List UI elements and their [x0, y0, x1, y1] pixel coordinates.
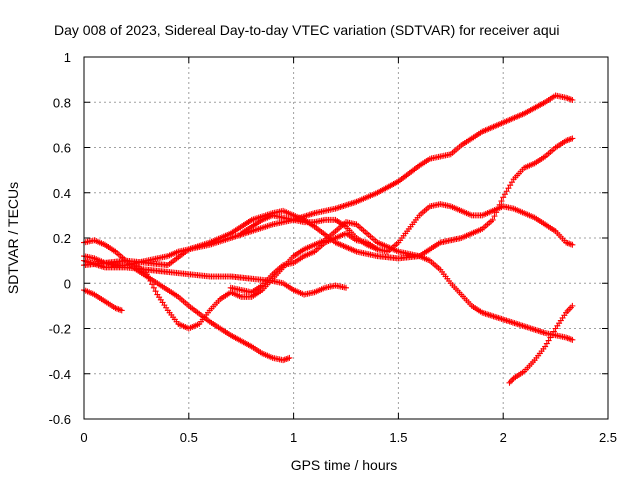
series-sat-g — [227, 201, 576, 296]
data-point — [491, 213, 498, 220]
y-tick-label: -0.4 — [49, 367, 71, 382]
series-sat-c — [81, 237, 293, 364]
x-tick-label: 0 — [80, 430, 87, 445]
y-tick-label: 0 — [64, 276, 71, 291]
data-point — [507, 182, 514, 189]
series-sat-h — [238, 212, 381, 253]
data-point — [503, 188, 510, 195]
x-tick-label: 2.5 — [599, 430, 617, 445]
y-tick-label: 0.8 — [53, 95, 71, 110]
data-point — [147, 277, 154, 284]
data-point — [489, 216, 496, 223]
data-point — [543, 340, 550, 347]
series-sat-d — [81, 257, 349, 298]
series-sat-b — [81, 135, 576, 269]
x-tick-label: 1 — [290, 430, 297, 445]
y-tick-label: 1 — [64, 50, 71, 65]
data-point — [505, 185, 512, 192]
data-point — [569, 135, 576, 142]
data-point — [507, 378, 514, 385]
data-point — [145, 274, 152, 281]
chart-title: Day 008 of 2023, Sidereal Day-to-day VTE… — [54, 22, 560, 38]
data-series — [81, 92, 576, 386]
series-sat-i — [506, 302, 576, 386]
data-point — [152, 288, 159, 295]
data-point — [569, 241, 576, 248]
data-point — [542, 343, 549, 350]
data-point — [550, 328, 557, 335]
x-axis-label: GPS time / hours — [291, 457, 398, 473]
data-point — [545, 337, 552, 344]
data-point — [286, 354, 293, 361]
data-point — [149, 281, 156, 288]
x-tick-label: 2 — [500, 430, 507, 445]
x-tick-label: 0.5 — [180, 430, 198, 445]
data-point — [547, 334, 554, 341]
data-point — [343, 284, 349, 291]
data-point — [508, 179, 515, 186]
data-point — [500, 194, 507, 201]
data-point — [506, 379, 513, 386]
x-tick-label: 1.5 — [389, 430, 407, 445]
data-point — [569, 96, 576, 103]
data-point — [374, 246, 381, 253]
series-sat-e — [81, 287, 125, 314]
data-point — [150, 284, 157, 291]
data-point — [501, 191, 508, 198]
y-tick-label: 0.6 — [53, 141, 71, 156]
y-axis-label: SDTVAR / TECUs — [5, 182, 21, 294]
data-point — [549, 331, 556, 338]
data-point — [143, 271, 150, 278]
y-tick-label: 0.4 — [53, 186, 71, 201]
y-tick-label: 0.2 — [53, 231, 71, 246]
data-point — [569, 302, 576, 309]
data-point — [118, 307, 125, 314]
data-point — [498, 198, 505, 205]
y-tick-label: -0.6 — [49, 412, 71, 427]
y-tick-label: -0.2 — [49, 322, 71, 337]
axis-ticks: 0 0.5 1 1.5 2 2.5 -0.6 -0.4 -0.2 0 0.2 0.4 0.6 0.8 1 — [49, 50, 617, 445]
data-point — [569, 336, 576, 343]
